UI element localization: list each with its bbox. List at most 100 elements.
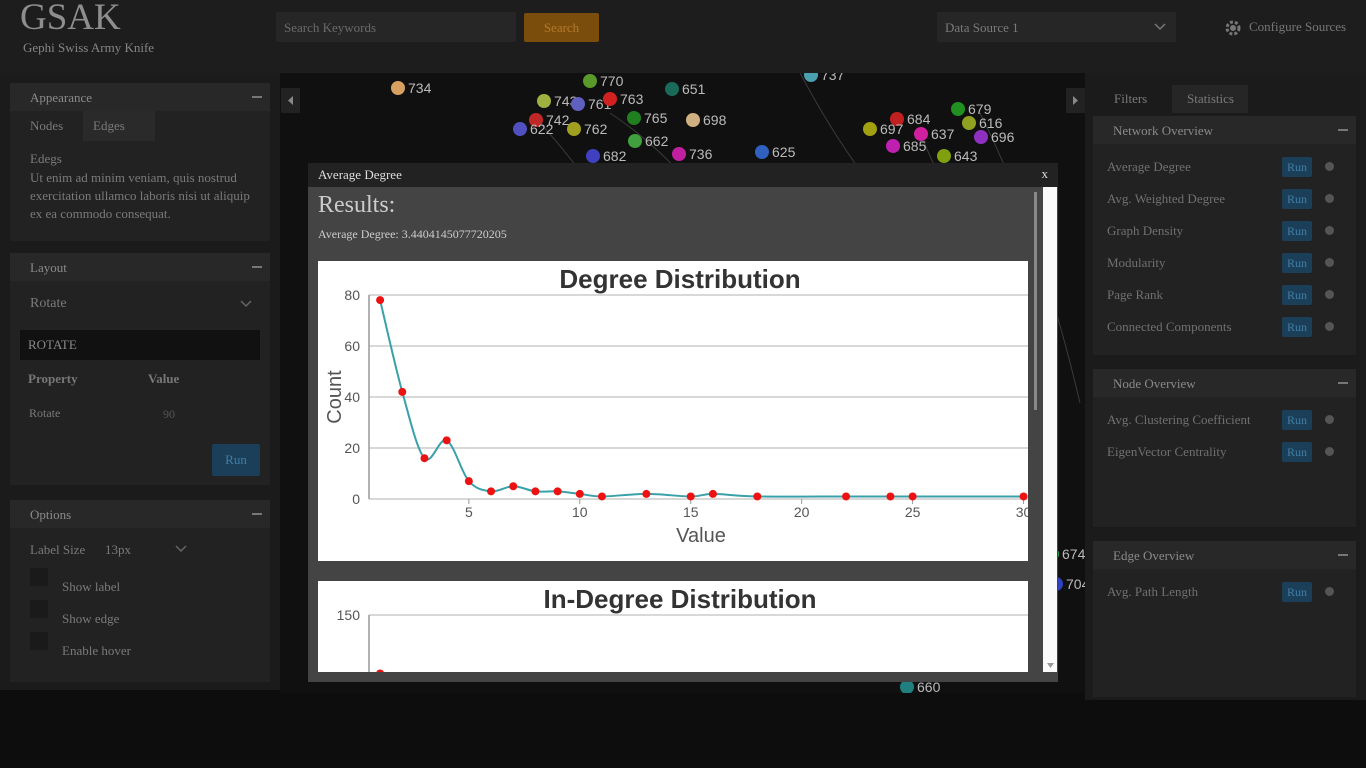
run-button[interactable]: Run (1282, 317, 1312, 337)
node-label: 679 (968, 101, 992, 117)
node-label: 704 (1066, 576, 1086, 592)
node-label: 770 (600, 73, 624, 89)
data-point (597, 492, 606, 501)
panel-title: Appearance (30, 90, 93, 105)
graph-node (537, 94, 551, 108)
run-button[interactable]: Run (1282, 253, 1312, 273)
stat-name: Avg. Path Length (1107, 584, 1199, 599)
panel-title: Edge Overview (1113, 548, 1195, 563)
x-tick-label: 20 (794, 504, 810, 520)
placeholder: Search Keywords (284, 20, 377, 35)
collapse-left[interactable] (281, 88, 300, 113)
node-label: 696 (991, 129, 1015, 145)
configure-link[interactable]: Configure Sources (1249, 19, 1347, 34)
run-button[interactable]: Run (1282, 157, 1312, 177)
tab-active[interactable]: Edges (83, 111, 155, 141)
value-input[interactable]: 90 (150, 399, 250, 427)
graph-node (937, 149, 951, 163)
data-point (708, 489, 717, 498)
data-point (575, 489, 584, 498)
data-point (908, 492, 917, 501)
run-button[interactable]: Run (1282, 582, 1312, 602)
node-label: 622 (530, 121, 554, 137)
node-label: 736 (689, 146, 713, 162)
data-point (642, 489, 651, 498)
close-button[interactable]: x (1041, 166, 1049, 181)
graph-node (914, 127, 928, 141)
run-button[interactable]: Run (212, 444, 260, 476)
graph-node (804, 73, 818, 82)
panel-header: Edge Overview (1093, 541, 1356, 569)
stats-panel: Node Overview Avg. Clustering Coefficient… (1093, 369, 1356, 527)
node-label: 625 (772, 144, 796, 160)
graph-node (567, 122, 581, 136)
run-button[interactable]: Run (1282, 285, 1312, 305)
y-tick-label: 150 (337, 607, 361, 623)
content-text: Ut enim ad minim veniam, quis nostrud ex… (30, 170, 250, 221)
label-size-select[interactable]: 13px (95, 535, 193, 563)
graph-node (962, 116, 976, 130)
status-dot (1325, 258, 1334, 267)
scrollbar[interactable] (1043, 187, 1057, 672)
graph-node (627, 111, 641, 125)
chart-box: Degree Distribution 0 20 40 60 80 5 10 15 20 25 30 V… (318, 261, 1032, 561)
chart: In-Degree Distribution 150 (337, 584, 1028, 672)
table-header: Property (28, 371, 78, 386)
status-dot (1325, 226, 1334, 235)
checkbox-label: Enable hover (62, 643, 131, 658)
graph-node (974, 130, 988, 144)
data-point (398, 387, 407, 396)
collapse-icon (1338, 554, 1348, 556)
data-point (420, 454, 429, 463)
app-title: GSAK (20, 0, 121, 38)
stat-name: Modularity (1107, 255, 1166, 270)
scroll-thumb[interactable] (1034, 192, 1037, 410)
collapse-icon (1338, 129, 1348, 131)
node-label: 763 (620, 91, 644, 107)
left-sidebar: Appearance Nodes Edges Edegs Ut enim ad … (0, 73, 280, 690)
graph-node (890, 112, 904, 126)
chart-title: In-Degree Distribution (543, 584, 816, 614)
collapse-right[interactable] (1066, 88, 1085, 113)
x-tick-label: 10 (572, 504, 588, 520)
panel-header: Options (10, 500, 270, 528)
run-button[interactable]: Run (1282, 442, 1312, 462)
graph-node (583, 74, 597, 88)
status-dot (1325, 290, 1334, 299)
select-value: Data Source 1 (945, 20, 1019, 35)
run-button[interactable]: Run (1282, 410, 1312, 430)
tab-active[interactable]: Statistics (1172, 85, 1248, 113)
panel-title: Layout (30, 260, 67, 275)
x-tick-label: 5 (465, 504, 473, 520)
node-label: 698 (703, 112, 727, 128)
modal-title: Average Degree (318, 167, 402, 182)
tab[interactable]: Filters (1100, 85, 1160, 113)
graph-node (529, 113, 543, 127)
stat-name: Avg. Clustering Coefficient (1107, 412, 1251, 427)
node-label: 662 (645, 133, 669, 149)
run-button[interactable]: Run (1282, 189, 1312, 209)
data-point (842, 492, 851, 501)
checkbox[interactable] (30, 568, 48, 586)
y-tick-label: 20 (344, 440, 360, 456)
x-tick-label: 15 (683, 504, 699, 520)
graph-node (586, 149, 600, 163)
stat-name: Avg. Weighted Degree (1107, 191, 1225, 206)
search-input[interactable]: Search Keywords (276, 12, 516, 42)
tab[interactable]: Nodes (20, 111, 73, 141)
select-value: 13px (105, 542, 131, 557)
layout-select[interactable]: Rotate (20, 290, 260, 318)
stat-name: Connected Components (1107, 319, 1232, 334)
checkbox[interactable] (30, 632, 48, 650)
status-dot (1325, 162, 1334, 171)
checkbox[interactable] (30, 600, 48, 618)
node-label: 660 (917, 679, 941, 693)
line-series (379, 299, 1024, 498)
collapse-icon (1338, 382, 1348, 384)
node-label: 685 (903, 138, 927, 154)
run-button[interactable]: Run (1282, 221, 1312, 241)
options-panel: Options Label Size 13px Show label Show … (10, 500, 270, 682)
search-button[interactable]: Search (524, 13, 599, 42)
graph-node (571, 97, 585, 111)
data-source-select[interactable]: Data Source 1 (937, 12, 1176, 42)
